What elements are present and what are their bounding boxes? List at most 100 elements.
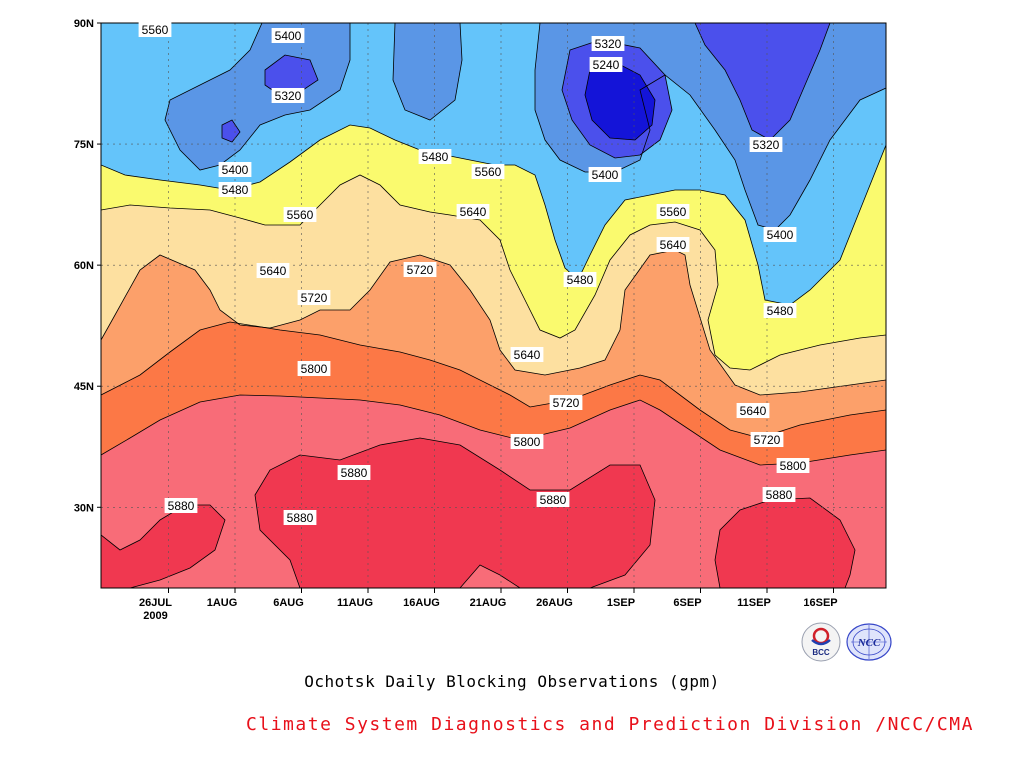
- contour-label: 5640: [460, 205, 487, 219]
- x-tick-label: 26AUG: [536, 597, 573, 609]
- credit-line: Climate System Diagnostics and Predictio…: [246, 714, 974, 735]
- contour-label-bg: [403, 262, 437, 277]
- contour-label: 5480: [567, 273, 594, 287]
- contour-label-bg: [563, 272, 597, 287]
- x-year-label: 2009: [143, 610, 167, 622]
- contour-label: 5480: [422, 150, 449, 164]
- contour-label-bg: [736, 403, 770, 418]
- contour-label: 5720: [754, 433, 781, 447]
- contour-label-bg: [589, 57, 623, 72]
- contour-label-bg: [776, 458, 810, 473]
- contour-label-bg: [256, 263, 290, 278]
- x-axis: 26JUL 1AUG 6AUG 11AUG 16AUG 21AUG 26AUG 1SEP 6SE…: [139, 588, 838, 622]
- contour-label: 5400: [222, 163, 249, 177]
- contour-label: 5880: [341, 466, 368, 480]
- x-tick-label: 16SEP: [803, 597, 837, 609]
- contour-label: 5640: [514, 348, 541, 362]
- contour-label-bg: [456, 204, 490, 219]
- band-gt5880: [715, 498, 855, 588]
- x-tick-label: 1AUG: [207, 597, 238, 609]
- contour-label-bg: [762, 487, 796, 502]
- contour-label-bg: [337, 465, 371, 480]
- contour-label: 5880: [540, 493, 567, 507]
- y-axis: 90N 75N 60N 45N 30N: [74, 18, 101, 514]
- contour-label-bg: [510, 347, 544, 362]
- x-tick-label: 6AUG: [273, 597, 304, 609]
- contour-label-bg: [297, 361, 331, 376]
- contour-label: 5560: [475, 165, 502, 179]
- contour-label: 5720: [407, 263, 434, 277]
- contour-label-bg: [588, 167, 622, 182]
- bcc-logo: BCC: [801, 622, 841, 662]
- contour-label: 5720: [301, 291, 328, 305]
- y-tick-label: 75N: [74, 139, 94, 151]
- x-tick-label: 6SEP: [673, 597, 701, 609]
- contour-label: 5880: [168, 499, 195, 513]
- contour-label: 5880: [287, 511, 314, 525]
- band-lt5240: [585, 62, 655, 140]
- contour-label: 5640: [740, 404, 767, 418]
- contour-label-bg: [763, 227, 797, 242]
- contour-label-bg: [218, 162, 252, 177]
- contour-label-bg: [218, 182, 252, 197]
- contour-label: 5640: [260, 264, 287, 278]
- x-tick-label: 11AUG: [337, 597, 373, 609]
- contour-label: 5320: [275, 89, 302, 103]
- contour-label: 5400: [767, 228, 794, 242]
- contour-label: 5880: [766, 488, 793, 502]
- contour-label-bg: [750, 432, 784, 447]
- x-tick-label: 26JUL: [139, 597, 172, 609]
- y-tick-label: 90N: [74, 18, 94, 30]
- contour-label-bg: [591, 36, 625, 51]
- svg-text:NCC: NCC: [857, 637, 881, 649]
- contour-label: 5400: [275, 29, 302, 43]
- x-tick-label: 16AUG: [403, 597, 440, 609]
- contour-label-bg: [297, 290, 331, 305]
- chart-title: Ochotsk Daily Blocking Observations (gpm…: [304, 672, 720, 691]
- contour-label: 5560: [660, 205, 687, 219]
- contour-label-bg: [164, 498, 198, 513]
- contour-label-bg: [471, 164, 505, 179]
- y-tick-label: 60N: [74, 260, 94, 272]
- contour-label-bg: [749, 137, 783, 152]
- contour-labels: 5560 5400 5320 5320 5240 5400 5480 5480 5560 5400…: [138, 22, 810, 525]
- band-5240-5320: [695, 23, 830, 140]
- contour-label-bg: [283, 207, 317, 222]
- contour-label: 5560: [287, 208, 314, 222]
- contour-label-bg: [138, 22, 172, 37]
- contour-label-bg: [271, 88, 305, 103]
- contour-label: 5320: [595, 37, 622, 51]
- x-tick-label: 1SEP: [607, 597, 635, 609]
- contour-label-bg: [271, 28, 305, 43]
- contour-label-bg: [536, 492, 570, 507]
- contour-label: 5800: [780, 459, 807, 473]
- y-tick-label: 30N: [74, 502, 94, 514]
- band-gt5880: [101, 505, 225, 588]
- contour-label-bg: [283, 510, 317, 525]
- contour-label: 5560: [142, 23, 169, 37]
- contour-label: 5480: [222, 183, 249, 197]
- x-tick-label: 21AUG: [470, 597, 507, 609]
- contour-label-bg: [656, 237, 690, 252]
- contour-label: 5720: [553, 396, 580, 410]
- contour-label: 5480: [767, 304, 794, 318]
- contour-label: 5800: [301, 362, 328, 376]
- band-5240-5320: [265, 55, 318, 94]
- contour-label: 5800: [514, 435, 541, 449]
- svg-text:BCC: BCC: [812, 648, 830, 657]
- plot-frame: [100, 22, 887, 589]
- contour-label: 5240: [593, 58, 620, 72]
- contour-label-bg: [510, 434, 544, 449]
- contour-label: 5400: [592, 168, 619, 182]
- ncc-logo: NCC: [845, 622, 893, 662]
- contour-label: 5640: [660, 238, 687, 252]
- band-5320-5400: [393, 23, 462, 120]
- y-tick-label: 45N: [74, 381, 94, 393]
- contour-label: 5320: [753, 138, 780, 152]
- gridlines: [101, 23, 886, 588]
- contour-label-bg: [418, 149, 452, 164]
- contour-label-bg: [656, 204, 690, 219]
- contour-label-bg: [549, 395, 583, 410]
- x-tick-label: 11SEP: [737, 597, 771, 609]
